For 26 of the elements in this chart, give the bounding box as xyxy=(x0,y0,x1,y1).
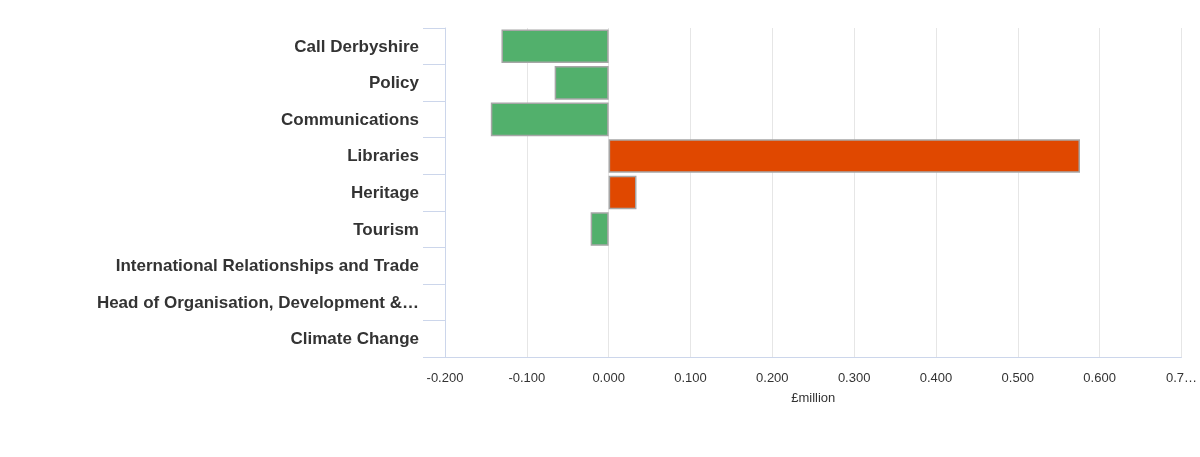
x-tick-label: 0.200 xyxy=(756,370,789,385)
x-axis-title: £million xyxy=(791,390,836,405)
y-tick-label: Call Derbyshire xyxy=(294,36,419,56)
x-tick-label: 0.100 xyxy=(674,370,707,385)
x-tick-label: 0.7… xyxy=(1165,370,1197,385)
bar xyxy=(608,175,637,210)
x-tick-label: 0.400 xyxy=(919,370,953,385)
y-tick-label: Policy xyxy=(368,73,420,93)
y-tick-label: International Relationships and Trade xyxy=(115,256,419,276)
y-tick-label: Climate Change xyxy=(290,329,419,349)
x-tick-label: 0.600 xyxy=(1083,370,1116,385)
x-tick-label: 0.000 xyxy=(592,370,625,385)
bar xyxy=(490,102,609,137)
y-tick-label: Communications xyxy=(281,109,419,129)
x-tick-label: -0.100 xyxy=(508,370,546,385)
y-tick-label: Libraries xyxy=(347,146,419,166)
y-tick-label: Tourism xyxy=(353,219,419,239)
x-tick-label: -0.200 xyxy=(426,370,464,385)
y-tick-label: Head of Organisation, Development &… xyxy=(96,292,419,312)
bar xyxy=(501,29,609,64)
x-tick-label: 0.300 xyxy=(837,370,871,385)
bar xyxy=(608,139,1080,173)
bar xyxy=(554,66,609,100)
x-tick-label: 0.500 xyxy=(1001,370,1035,385)
y-tick-label: Heritage xyxy=(350,183,419,202)
bar xyxy=(590,212,609,246)
